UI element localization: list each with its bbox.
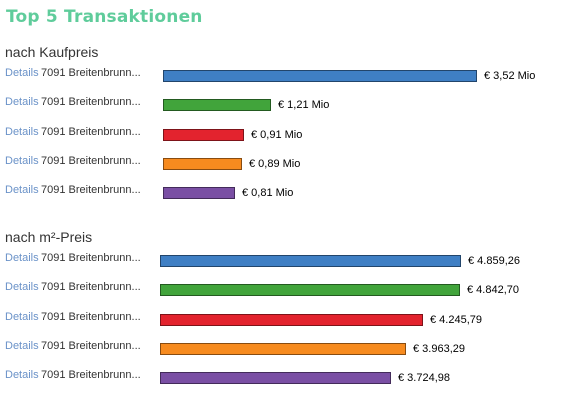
address-label: 7091 Breitenbrunn... bbox=[41, 252, 141, 264]
details-link[interactable]: Details bbox=[5, 96, 39, 108]
address-label: 7091 Breitenbrunn... bbox=[41, 126, 141, 138]
details-link[interactable]: Details bbox=[5, 67, 39, 79]
section-title-kaufpreis: nach Kaufpreis bbox=[5, 44, 99, 60]
value-label: € 3.963,29 bbox=[413, 343, 465, 355]
address-label: 7091 Breitenbrunn... bbox=[41, 369, 141, 381]
value-label: € 4.842,70 bbox=[467, 284, 519, 296]
bar bbox=[163, 158, 242, 170]
details-link[interactable]: Details bbox=[5, 252, 39, 264]
details-link[interactable]: Details bbox=[5, 126, 39, 138]
table-row: Details 7091 Breitenbrunn... € 4.245,79 bbox=[0, 308, 566, 330]
details-link[interactable]: Details bbox=[5, 340, 39, 352]
value-label: € 0,89 Mio bbox=[249, 158, 301, 170]
address-label: 7091 Breitenbrunn... bbox=[41, 184, 141, 196]
address-label: 7091 Breitenbrunn... bbox=[41, 311, 141, 323]
table-row: Details 7091 Breitenbrunn... € 0,89 Mio bbox=[0, 152, 566, 174]
bar bbox=[163, 99, 271, 111]
address-label: 7091 Breitenbrunn... bbox=[41, 96, 141, 108]
section-title-m2-preis: nach m²-Preis bbox=[5, 229, 93, 245]
table-row: Details 7091 Breitenbrunn... € 3.724,98 bbox=[0, 366, 566, 388]
value-label: € 0,81 Mio bbox=[242, 187, 294, 199]
table-row: Details 7091 Breitenbrunn... € 4.859,26 bbox=[0, 249, 566, 271]
address-label: 7091 Breitenbrunn... bbox=[41, 155, 141, 167]
table-row: Details 7091 Breitenbrunn... € 3.963,29 bbox=[0, 337, 566, 359]
value-label: € 1,21 Mio bbox=[278, 99, 330, 111]
value-label: € 3,52 Mio bbox=[484, 70, 536, 82]
bar bbox=[163, 187, 235, 199]
bar bbox=[160, 372, 391, 384]
bar bbox=[160, 343, 406, 355]
table-row: Details 7091 Breitenbrunn... € 0,81 Mio bbox=[0, 181, 566, 203]
table-row: Details 7091 Breitenbrunn... € 1,21 Mio bbox=[0, 93, 566, 115]
table-row: Details 7091 Breitenbrunn... € 4.842,70 bbox=[0, 278, 566, 300]
bar bbox=[163, 70, 477, 82]
details-link[interactable]: Details bbox=[5, 281, 39, 293]
bar bbox=[163, 129, 244, 141]
details-link[interactable]: Details bbox=[5, 311, 39, 323]
details-link[interactable]: Details bbox=[5, 369, 39, 381]
bar bbox=[160, 255, 461, 267]
value-label: € 0,91 Mio bbox=[251, 129, 303, 141]
table-row: Details 7091 Breitenbrunn... € 0,91 Mio bbox=[0, 123, 566, 145]
details-link[interactable]: Details bbox=[5, 184, 39, 196]
value-label: € 4.245,79 bbox=[430, 314, 482, 326]
table-row: Details 7091 Breitenbrunn... € 3,52 Mio bbox=[0, 64, 566, 86]
address-label: 7091 Breitenbrunn... bbox=[41, 340, 141, 352]
value-label: € 3.724,98 bbox=[398, 372, 450, 384]
details-link[interactable]: Details bbox=[5, 155, 39, 167]
bar bbox=[160, 314, 423, 326]
address-label: 7091 Breitenbrunn... bbox=[41, 281, 141, 293]
value-label: € 4.859,26 bbox=[468, 255, 520, 267]
address-label: 7091 Breitenbrunn... bbox=[41, 67, 141, 79]
page-title: Top 5 Transaktionen bbox=[6, 7, 203, 27]
bar bbox=[160, 284, 460, 296]
